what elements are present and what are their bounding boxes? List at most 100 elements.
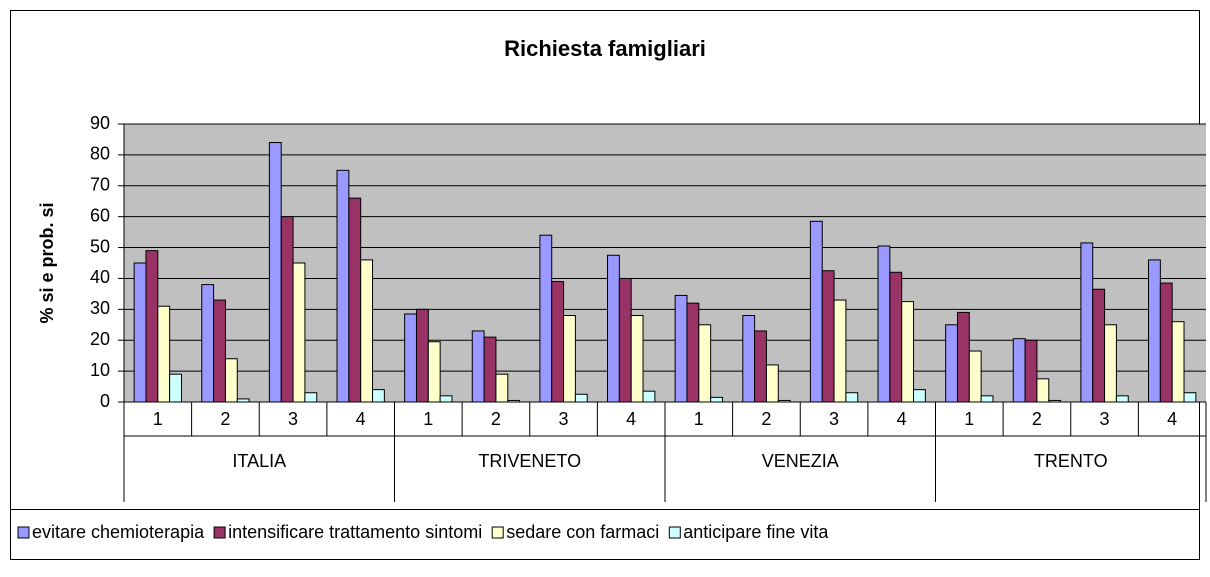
bar: [157, 305, 171, 403]
legend-label: evitare chemioterapia: [32, 522, 205, 542]
x-tick-label: 1: [153, 409, 163, 429]
y-tick-label: 90: [90, 113, 110, 133]
bar: [1092, 288, 1106, 403]
bar: [360, 259, 374, 403]
x-tick-label: 2: [1032, 409, 1042, 429]
bar: [539, 234, 553, 403]
bar: [145, 250, 159, 403]
y-tick-label: 0: [100, 391, 110, 411]
bar: [833, 299, 847, 403]
bar: [415, 308, 429, 403]
bar: [686, 302, 700, 403]
bar: [551, 281, 565, 403]
bar: [765, 364, 779, 403]
legend-swatch: [668, 526, 681, 539]
group-label: TRIVENETO: [478, 451, 581, 471]
bar: [304, 392, 318, 403]
bar: [292, 262, 306, 403]
y-tick-label: 60: [90, 205, 110, 225]
x-tick-label: 1: [423, 409, 433, 429]
bar: [877, 245, 891, 403]
y-axis-label: % si e prob. si: [37, 202, 57, 323]
y-tick-label: 30: [90, 298, 110, 318]
chart-title: Richiesta famigliari: [504, 36, 706, 61]
bar: [845, 392, 859, 403]
bar: [1115, 395, 1129, 403]
bar: [268, 142, 282, 403]
x-tick-label: 3: [559, 409, 569, 429]
bar: [439, 395, 453, 403]
bar: [809, 220, 823, 403]
bar: [574, 393, 588, 403]
bar: [1012, 338, 1026, 403]
x-tick-label: 4: [1167, 409, 1177, 429]
bar: [372, 389, 385, 403]
bar: [618, 277, 632, 403]
legend-swatch: [213, 526, 226, 539]
x-tick-label: 2: [761, 409, 771, 429]
bar: [1183, 392, 1197, 403]
legend-label: sedare con farmaci: [506, 522, 659, 542]
legend-swatch: [17, 526, 30, 539]
bar: [1080, 242, 1094, 403]
x-tick-label: 2: [220, 409, 230, 429]
x-tick-label: 1: [964, 409, 974, 429]
x-tick-label: 4: [897, 409, 907, 429]
x-tick-label: 4: [356, 409, 366, 429]
bar: [336, 169, 350, 403]
legend-box: [10, 509, 1200, 560]
bar: [630, 315, 644, 403]
bar: [754, 330, 767, 403]
bar: [563, 315, 576, 403]
y-tick-label: 80: [90, 144, 110, 164]
bar: [169, 373, 182, 403]
bar: [1024, 339, 1038, 403]
bar: [404, 313, 417, 403]
y-tick-label: 10: [90, 360, 110, 380]
bar: [1104, 324, 1117, 403]
group-label: TRENTO: [1034, 451, 1108, 471]
bar: [348, 197, 362, 403]
x-tick-label: 3: [288, 409, 298, 429]
bar: [889, 271, 903, 403]
bar: [698, 324, 712, 403]
x-tick-label: 4: [626, 409, 636, 429]
x-tick-label: 1: [694, 409, 704, 429]
bar: [956, 311, 970, 403]
legend-swatch: [491, 526, 504, 539]
bar: [913, 389, 926, 403]
y-tick-label: 50: [90, 236, 110, 256]
bar: [471, 330, 485, 403]
bar: [674, 294, 688, 403]
bar: [742, 315, 756, 403]
x-tick-label: 3: [1100, 409, 1110, 429]
bar: [1159, 282, 1173, 403]
bar: [224, 358, 238, 403]
x-tick-label: 2: [491, 409, 501, 429]
bar: [427, 341, 441, 403]
y-tick-label: 70: [90, 175, 110, 195]
bar: [495, 373, 509, 403]
bar: [901, 301, 915, 403]
group-label: VENEZIA: [762, 451, 839, 471]
bar: [607, 254, 620, 403]
y-tick-label: 20: [90, 329, 110, 349]
bar: [1171, 321, 1185, 403]
bar: [968, 350, 982, 403]
bar: [1036, 378, 1050, 403]
bar: [821, 270, 835, 403]
legend-label: intensificare trattamento sintomi: [228, 522, 482, 542]
bar: [133, 262, 147, 403]
bar: [201, 284, 215, 403]
bar: [1148, 259, 1161, 403]
bar: [280, 216, 294, 403]
group-label: ITALIA: [232, 451, 286, 471]
bar: [945, 324, 958, 403]
bar: [483, 336, 497, 403]
x-tick-label: 3: [829, 409, 839, 429]
bar: [642, 390, 656, 403]
legend-label: anticipare fine vita: [683, 522, 829, 542]
bar: [213, 299, 226, 403]
